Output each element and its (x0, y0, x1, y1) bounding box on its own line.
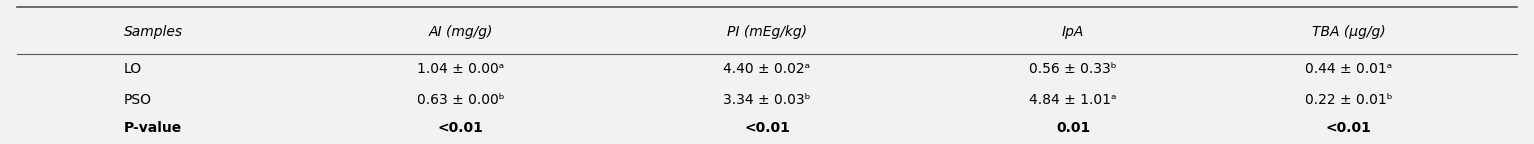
Text: TBA (μg/g): TBA (μg/g) (1312, 25, 1385, 39)
Text: P-value: P-value (124, 122, 183, 136)
Text: 1.04 ± 0.00ᵃ: 1.04 ± 0.00ᵃ (417, 62, 505, 76)
Text: 0.22 ± 0.01ᵇ: 0.22 ± 0.01ᵇ (1305, 93, 1393, 107)
Text: <0.01: <0.01 (1325, 122, 1371, 136)
Text: PI (mEg/kg): PI (mEg/kg) (727, 25, 807, 39)
Text: IpA: IpA (1062, 25, 1085, 39)
Text: 0.44 ± 0.01ᵃ: 0.44 ± 0.01ᵃ (1305, 62, 1393, 76)
Text: Samples: Samples (124, 25, 183, 39)
Text: 4.40 ± 0.02ᵃ: 4.40 ± 0.02ᵃ (724, 62, 810, 76)
Text: <0.01: <0.01 (437, 122, 483, 136)
Text: 0.01: 0.01 (1055, 122, 1091, 136)
Text: 0.56 ± 0.33ᵇ: 0.56 ± 0.33ᵇ (1029, 62, 1117, 76)
Text: 0.63 ± 0.00ᵇ: 0.63 ± 0.00ᵇ (417, 93, 505, 107)
Text: PSO: PSO (124, 93, 152, 107)
Text: 4.84 ± 1.01ᵃ: 4.84 ± 1.01ᵃ (1029, 93, 1117, 107)
Text: AI (mg/g): AI (mg/g) (428, 25, 492, 39)
Text: 3.34 ± 0.03ᵇ: 3.34 ± 0.03ᵇ (723, 93, 811, 107)
Text: <0.01: <0.01 (744, 122, 790, 136)
Text: LO: LO (124, 62, 143, 76)
